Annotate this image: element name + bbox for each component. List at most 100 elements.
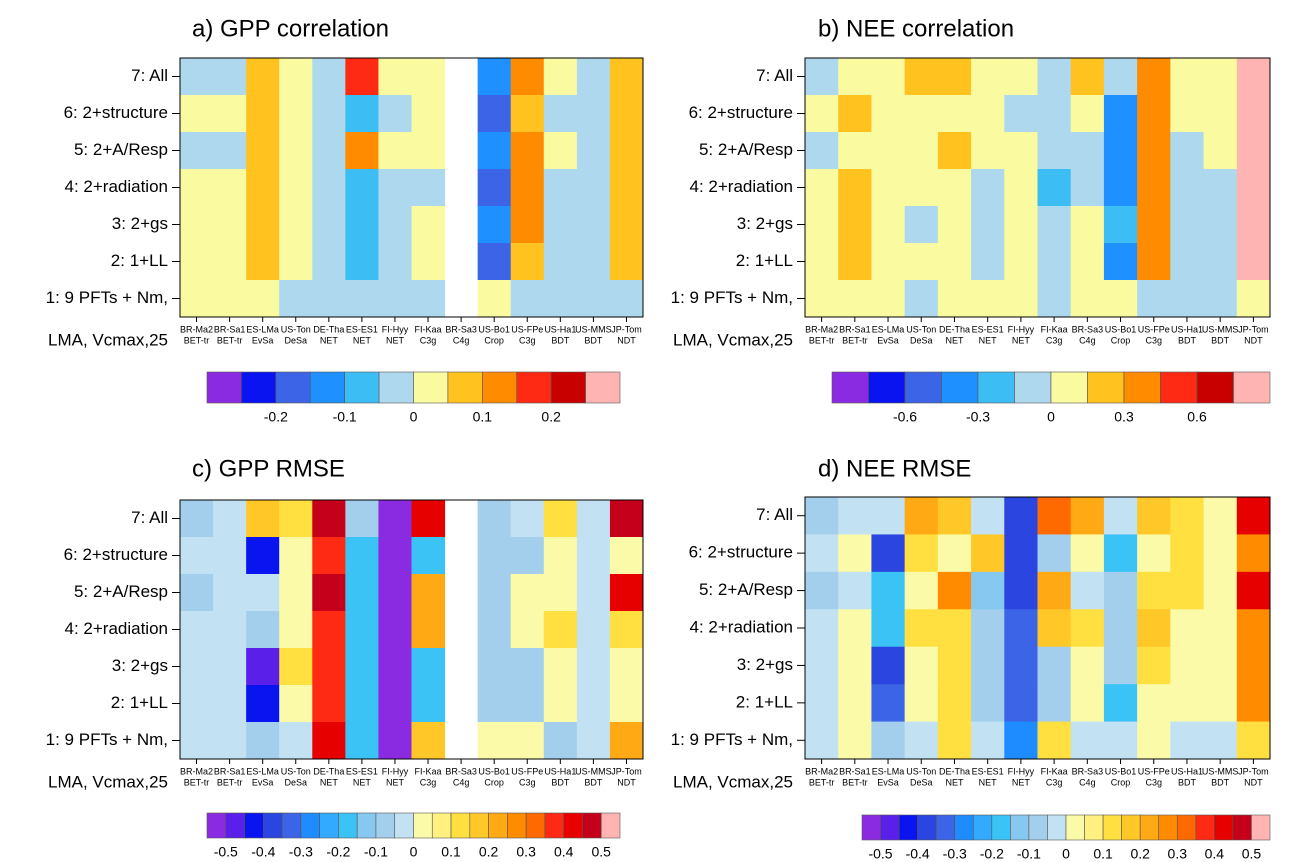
heat-cell <box>312 685 346 723</box>
heat-cell <box>937 95 972 133</box>
heat-cell <box>1004 169 1038 207</box>
heat-cell <box>279 722 313 760</box>
colorbar-tick-label: 0 <box>1062 846 1070 862</box>
heat-cell <box>1103 169 1138 207</box>
heat-cell <box>937 571 972 610</box>
x-tick-label: DE-Tha <box>939 766 970 776</box>
y-tick-label: 5: 2+A/Resp <box>699 140 793 159</box>
x-tick-sublabel: EvSa <box>252 335 274 345</box>
heat-cell <box>543 95 578 133</box>
heat-cell <box>213 206 247 244</box>
heat-cell <box>345 574 379 612</box>
heat-cell <box>345 280 379 318</box>
heat-cell <box>378 611 412 649</box>
x-tick-sublabel: BET-tr <box>184 777 210 787</box>
heat-cell <box>1037 609 1072 648</box>
heat-cell <box>543 500 578 538</box>
heat-cell <box>1236 497 1271 535</box>
x-tick-sublabel: C3g <box>420 777 437 787</box>
heat-cell <box>1004 280 1038 318</box>
heat-cell <box>576 206 611 244</box>
heat-cell <box>576 169 611 207</box>
y-tick-label: 5: 2+A/Resp <box>74 140 168 159</box>
heat-cell <box>1170 280 1205 318</box>
heat-cell <box>1236 243 1271 281</box>
x-tick-label: BR-Sa3 <box>445 766 477 776</box>
heat-cell <box>213 243 247 281</box>
colorbar-box <box>525 812 546 839</box>
x-tick-label: ES-LMa <box>246 766 279 776</box>
heat-cell <box>1170 571 1205 610</box>
x-tick-label: FI-Hyy <box>1008 766 1035 776</box>
heat-cell <box>378 132 412 170</box>
colorbar-tick-label: 0.1 <box>1093 846 1113 862</box>
x-tick-sublabel: DeSa <box>910 777 933 787</box>
x-tick-label: BR-Sa3 <box>1072 324 1104 334</box>
heat-cell <box>871 534 906 573</box>
y-label-note: LMA, Vcmax,25 <box>673 772 793 791</box>
colorbar-box <box>1214 814 1234 841</box>
colorbar-box <box>1139 814 1160 841</box>
heat-cell <box>378 648 412 686</box>
heat-cell <box>477 169 512 207</box>
x-tick-label: US-Bo1 <box>1105 324 1137 334</box>
heat-cell <box>838 721 872 760</box>
heat-cell <box>477 574 512 612</box>
heat-cell <box>312 537 346 575</box>
x-tick-sublabel: C3g <box>1046 777 1063 787</box>
heat-cell <box>246 648 280 686</box>
heat-cell <box>477 280 512 318</box>
colorbar-box <box>831 371 869 404</box>
y-tick-label: 3: 2+gs <box>737 655 793 674</box>
heat-cell <box>510 169 545 207</box>
x-tick-sublabel: Crop <box>484 335 504 345</box>
heat-cell <box>1070 684 1105 723</box>
y-tick-label: 4: 2+radiation <box>690 177 794 196</box>
colorbar-box <box>263 812 283 839</box>
x-tick-sublabel: NET <box>1012 777 1031 787</box>
x-tick-sublabel: BDT <box>584 335 603 345</box>
heat-cell <box>904 58 939 96</box>
heat-cell <box>805 280 839 318</box>
heat-cell <box>937 206 972 244</box>
heat-cell <box>477 685 512 723</box>
y-tick-label: 6: 2+structure <box>689 103 793 122</box>
x-tick-label: JP-Tom <box>611 324 642 334</box>
heat-cell <box>805 58 839 96</box>
heat-cell <box>411 169 446 207</box>
x-tick-label: US-Ton <box>281 766 311 776</box>
x-tick-label: FI-Hyy <box>382 324 409 334</box>
colorbar-box <box>241 371 277 404</box>
x-tick-sublabel: NDT <box>1244 335 1263 345</box>
colorbar-tick-label: -0.2 <box>264 409 288 425</box>
x-tick-sublabel: NET <box>353 777 372 787</box>
heat-cell <box>1236 534 1271 573</box>
x-tick-label: DE-Tha <box>313 324 344 334</box>
heat-cell <box>1103 243 1138 281</box>
colorbar-box <box>309 371 345 404</box>
heat-cell <box>871 206 906 244</box>
x-tick-sublabel: BDT <box>1178 335 1197 345</box>
heat-cell <box>1236 206 1271 244</box>
heat-cell <box>871 497 906 535</box>
heat-cell <box>1037 243 1072 281</box>
heat-cell <box>312 648 346 686</box>
heat-cell <box>510 574 545 612</box>
colorbar-box <box>1233 371 1271 404</box>
heat-cell <box>213 722 247 760</box>
x-tick-sublabel: EvSa <box>252 777 274 787</box>
heat-cell <box>1070 132 1105 170</box>
heat-cell <box>345 648 379 686</box>
x-tick-label: JP-Tom <box>1238 766 1269 776</box>
heat-cell <box>1137 497 1171 535</box>
heat-cell <box>609 280 644 318</box>
heat-cell <box>838 95 872 133</box>
colorbar-box <box>413 371 449 404</box>
heat-cell <box>213 648 247 686</box>
heat-cell <box>1236 571 1271 610</box>
x-tick-label: ES-ES1 <box>972 324 1004 334</box>
heat-cell <box>904 243 939 281</box>
y-tick-label: 7: All <box>131 66 168 85</box>
x-tick-label: US-Ha1 <box>544 324 576 334</box>
heat-cell <box>1170 497 1205 535</box>
